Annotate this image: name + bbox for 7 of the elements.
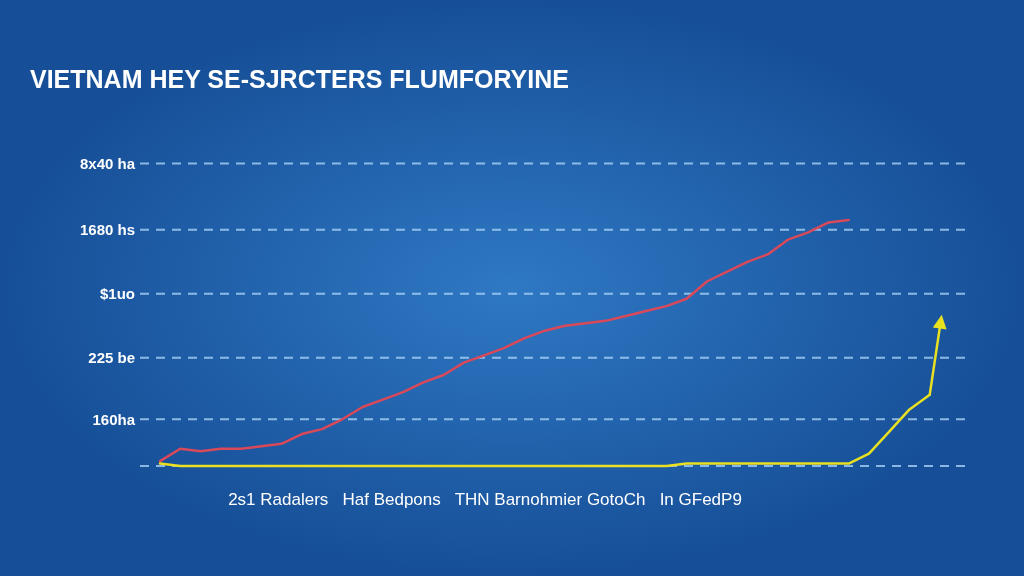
ref-line-label: 160ha <box>92 410 136 428</box>
ref-line-label: 225 be <box>88 349 135 367</box>
chart-title: VIETNAM HEY SE-SJRCTERS FLUMFORYINE <box>30 65 569 93</box>
ref-line-label: $1uo <box>99 285 135 303</box>
ref-line-label: 1680 hs <box>79 221 135 239</box>
x-axis-title: 2s1 Radalers Haf Bedpons THN Barnohmier GotoCh In GFedP9 <box>228 490 742 509</box>
ref-line-label: 8x40 ha <box>79 154 136 172</box>
